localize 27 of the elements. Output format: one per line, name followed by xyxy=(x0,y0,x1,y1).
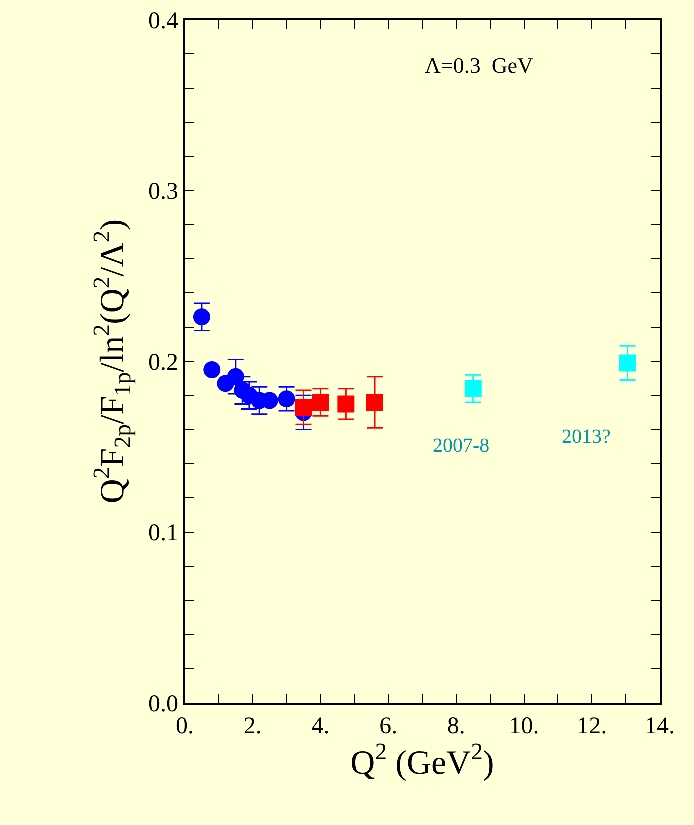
y-tick-label: 0.3 xyxy=(148,179,178,206)
y-tick-label: 0.4 xyxy=(148,8,178,34)
annotation: 2013? xyxy=(562,426,611,448)
annotation: Λ=0.3 GeV xyxy=(425,53,534,78)
point xyxy=(278,390,296,408)
x-axis-title: Q$^{2}$ (GeV$^{2}$) xyxy=(350,740,494,782)
y-tick-label: 0.1 xyxy=(148,520,178,547)
x-tick-label: 10. xyxy=(509,714,540,740)
point xyxy=(227,368,244,386)
point xyxy=(204,362,221,379)
point xyxy=(619,354,636,372)
point xyxy=(312,394,330,411)
x-tick-label: 12. xyxy=(577,714,608,740)
y-tick-label: 0.2 xyxy=(148,350,178,376)
point xyxy=(464,380,482,398)
annotation: 2007-8 xyxy=(433,435,490,457)
x-tick-label: 14. xyxy=(645,714,675,740)
point xyxy=(366,394,384,411)
x-tick-label: 8. xyxy=(447,714,466,740)
point xyxy=(338,396,355,413)
point xyxy=(295,399,312,416)
x-tick-label: 0. xyxy=(176,714,194,740)
y-tick-label: 0.0 xyxy=(148,691,178,718)
point xyxy=(193,308,210,326)
x-tick-label: 2. xyxy=(244,714,262,740)
x-tick-label: 4. xyxy=(312,714,330,740)
x-tick-label: 6. xyxy=(380,714,398,740)
